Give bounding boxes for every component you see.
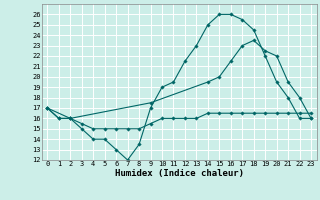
X-axis label: Humidex (Indice chaleur): Humidex (Indice chaleur) [115, 169, 244, 178]
